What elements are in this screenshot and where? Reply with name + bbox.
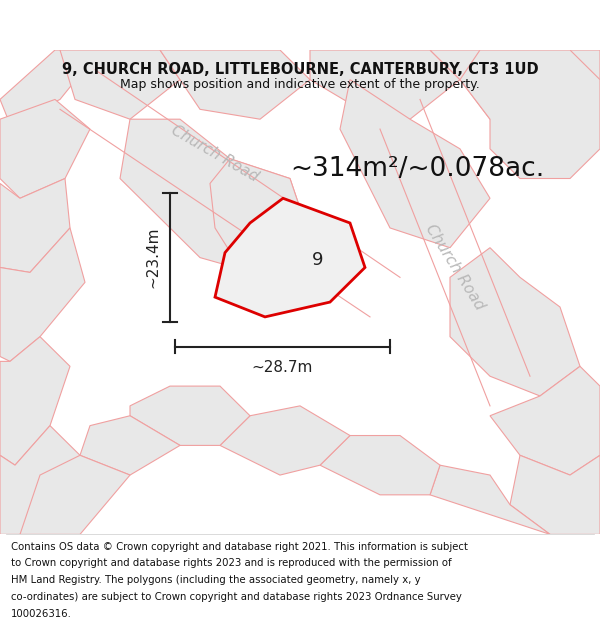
Polygon shape xyxy=(430,50,570,119)
Polygon shape xyxy=(310,50,460,119)
Text: ~314m²/~0.078ac.: ~314m²/~0.078ac. xyxy=(290,156,544,182)
Polygon shape xyxy=(490,366,600,475)
Polygon shape xyxy=(0,99,90,198)
Polygon shape xyxy=(80,416,180,475)
Polygon shape xyxy=(0,426,80,534)
Polygon shape xyxy=(60,50,180,119)
Polygon shape xyxy=(120,119,310,278)
Polygon shape xyxy=(20,455,130,534)
Text: 100026316.: 100026316. xyxy=(11,609,71,619)
Polygon shape xyxy=(460,50,600,179)
Polygon shape xyxy=(0,337,70,465)
Text: HM Land Registry. The polygons (including the associated geometry, namely x, y: HM Land Registry. The polygons (includin… xyxy=(11,575,421,585)
Text: 9, CHURCH ROAD, LITTLEBOURNE, CANTERBURY, CT3 1UD: 9, CHURCH ROAD, LITTLEBOURNE, CANTERBURY… xyxy=(62,62,538,78)
Polygon shape xyxy=(160,50,310,119)
Text: 9: 9 xyxy=(312,251,324,269)
Polygon shape xyxy=(220,406,350,475)
Polygon shape xyxy=(130,386,250,446)
Polygon shape xyxy=(340,79,490,248)
Text: Church Road: Church Road xyxy=(169,122,261,185)
Polygon shape xyxy=(510,455,600,534)
Text: co-ordinates) are subject to Crown copyright and database rights 2023 Ordnance S: co-ordinates) are subject to Crown copyr… xyxy=(11,592,461,602)
Polygon shape xyxy=(210,159,310,278)
Polygon shape xyxy=(530,50,600,109)
Text: Church Road: Church Road xyxy=(422,222,487,313)
Polygon shape xyxy=(430,465,550,534)
Text: ~28.7m: ~28.7m xyxy=(252,361,313,376)
Polygon shape xyxy=(320,436,440,495)
Polygon shape xyxy=(0,179,70,272)
Text: Contains OS data © Crown copyright and database right 2021. This information is : Contains OS data © Crown copyright and d… xyxy=(11,542,468,552)
Polygon shape xyxy=(0,228,85,361)
Polygon shape xyxy=(0,50,100,124)
Text: ~23.4m: ~23.4m xyxy=(145,227,160,288)
Polygon shape xyxy=(450,248,580,396)
Text: Map shows position and indicative extent of the property.: Map shows position and indicative extent… xyxy=(120,78,480,91)
Polygon shape xyxy=(215,198,365,317)
Text: to Crown copyright and database rights 2023 and is reproduced with the permissio: to Crown copyright and database rights 2… xyxy=(11,558,451,568)
